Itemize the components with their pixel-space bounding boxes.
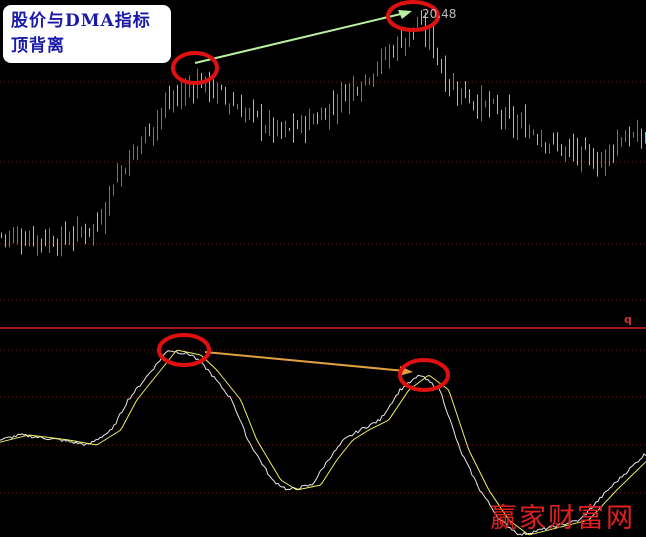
- price-divergence-arrow: [194, 12, 406, 64]
- ama-line: [0, 349, 646, 536]
- price-arrow-head: [398, 10, 412, 19]
- dma-divergence-arrow: [204, 351, 406, 372]
- watermark: 赢家财富网: [490, 503, 635, 534]
- max-price-label: 20.48: [422, 7, 457, 21]
- highlight-circle: [398, 358, 450, 392]
- highlight-circle: [171, 51, 219, 85]
- highlight-circle: [386, 0, 440, 32]
- highlight-circle: [157, 333, 211, 367]
- annotation-box: 股价与DMA指标 顶背离: [3, 5, 171, 63]
- annotation-line2: 顶背离: [11, 36, 65, 56]
- panel-label: q: [624, 313, 632, 326]
- dma-line: [0, 350, 646, 536]
- annotation-line1: 股价与DMA指标: [11, 11, 151, 31]
